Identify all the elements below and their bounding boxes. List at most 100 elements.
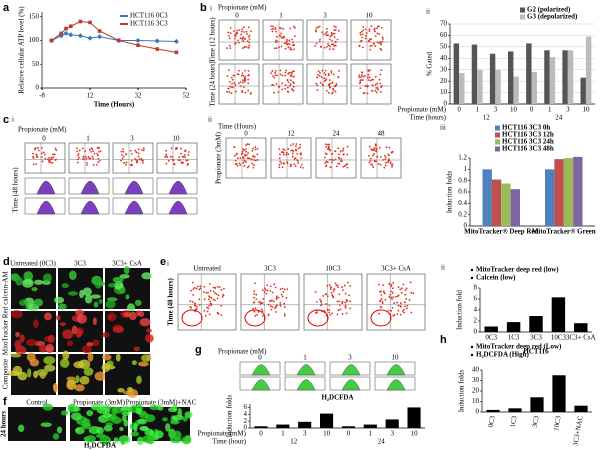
column-label: 3C3 xyxy=(264,265,276,273)
event-dot xyxy=(275,30,277,33)
event-dot xyxy=(210,297,213,299)
event-dot xyxy=(97,157,100,160)
event-dot xyxy=(317,70,320,73)
cell xyxy=(127,303,136,313)
histogram xyxy=(341,379,361,391)
event-dot xyxy=(260,302,263,305)
bar xyxy=(276,424,290,428)
event-dot xyxy=(228,80,231,83)
caption: H₂DCFDA xyxy=(84,442,116,450)
sub-label: iii xyxy=(440,124,446,132)
x-tick-label: 32 xyxy=(135,92,143,100)
y-axis-label: Induction fold xyxy=(456,290,464,330)
event-dot xyxy=(335,165,338,168)
cell xyxy=(36,369,48,377)
event-dot xyxy=(286,78,289,81)
event-dot xyxy=(282,291,285,293)
event-dot xyxy=(320,76,323,79)
event-dot xyxy=(333,32,336,35)
event-dot xyxy=(196,285,199,288)
event-dot xyxy=(281,150,284,153)
histogram xyxy=(386,364,406,376)
cell xyxy=(134,299,142,306)
event-dot xyxy=(41,147,43,149)
event-dot xyxy=(364,37,367,40)
legend-swatch xyxy=(495,139,500,145)
event-dot xyxy=(333,44,335,47)
event-dot xyxy=(241,37,244,40)
cell xyxy=(66,376,76,381)
event-dot xyxy=(285,151,288,154)
event-dot xyxy=(345,312,348,315)
event-dot xyxy=(271,291,274,294)
event-dot xyxy=(239,157,242,159)
event-dot xyxy=(261,310,264,312)
event-dot xyxy=(203,285,206,288)
cell xyxy=(44,364,56,372)
event-dot xyxy=(282,28,285,30)
event-dot xyxy=(403,301,406,304)
event-dot xyxy=(283,302,286,305)
histogram xyxy=(36,200,56,215)
x-tick-label: 3C3 xyxy=(531,415,541,428)
marker xyxy=(155,47,159,51)
event-dot xyxy=(285,69,287,72)
event-dot xyxy=(284,84,287,87)
event-dot xyxy=(363,74,366,77)
cell xyxy=(87,352,94,362)
event-dot xyxy=(272,25,274,28)
event-dot xyxy=(283,313,286,315)
event-dot xyxy=(142,147,145,150)
event-dot xyxy=(331,39,333,42)
event-dot xyxy=(399,305,402,307)
cell xyxy=(177,407,183,418)
event-dot xyxy=(129,149,132,152)
y-tick-label: 0 xyxy=(476,408,480,416)
event-dot xyxy=(43,153,46,156)
cell xyxy=(141,272,153,280)
event-dot xyxy=(383,292,386,295)
cell xyxy=(12,365,23,376)
legend-label: MitoTracker deep red (Low) xyxy=(476,343,562,351)
event-dot xyxy=(290,88,293,90)
event-dot xyxy=(294,165,297,168)
event-dot xyxy=(233,74,235,77)
event-dot xyxy=(193,286,196,289)
event-dot xyxy=(317,26,319,29)
event-dot xyxy=(368,76,371,79)
cell xyxy=(146,354,151,361)
event-dot xyxy=(36,156,39,158)
event-dot xyxy=(248,44,251,47)
event-dot xyxy=(236,73,239,75)
y-axis-label: Induction folds xyxy=(226,394,234,437)
event-dot xyxy=(275,296,278,299)
x-axis-label: Time (Hours) xyxy=(94,101,135,109)
event-dot xyxy=(96,152,99,155)
event-dot xyxy=(171,156,174,158)
legend-swatch xyxy=(495,125,500,131)
group-label: 24 xyxy=(378,438,386,446)
event-dot xyxy=(330,71,333,74)
event-dot xyxy=(329,35,332,38)
event-dot xyxy=(248,73,250,76)
row-label: Composite xyxy=(2,359,10,389)
event-dot xyxy=(384,158,387,161)
column-label: 1 xyxy=(303,354,307,362)
event-dot xyxy=(292,143,295,145)
event-dot xyxy=(253,155,256,158)
event-dot xyxy=(401,310,404,312)
event-dot xyxy=(380,306,383,309)
event-dot xyxy=(367,73,370,76)
event-dot xyxy=(208,295,210,298)
panel-letter: e xyxy=(160,256,166,268)
event-dot xyxy=(212,286,215,289)
event-dot xyxy=(122,155,125,158)
event-dot xyxy=(362,92,365,95)
event-dot xyxy=(330,70,333,72)
event-dot xyxy=(250,30,252,33)
cell xyxy=(144,333,154,343)
event-dot xyxy=(44,157,47,160)
event-dot xyxy=(212,298,215,301)
event-dot xyxy=(242,162,245,164)
cell xyxy=(81,422,92,430)
